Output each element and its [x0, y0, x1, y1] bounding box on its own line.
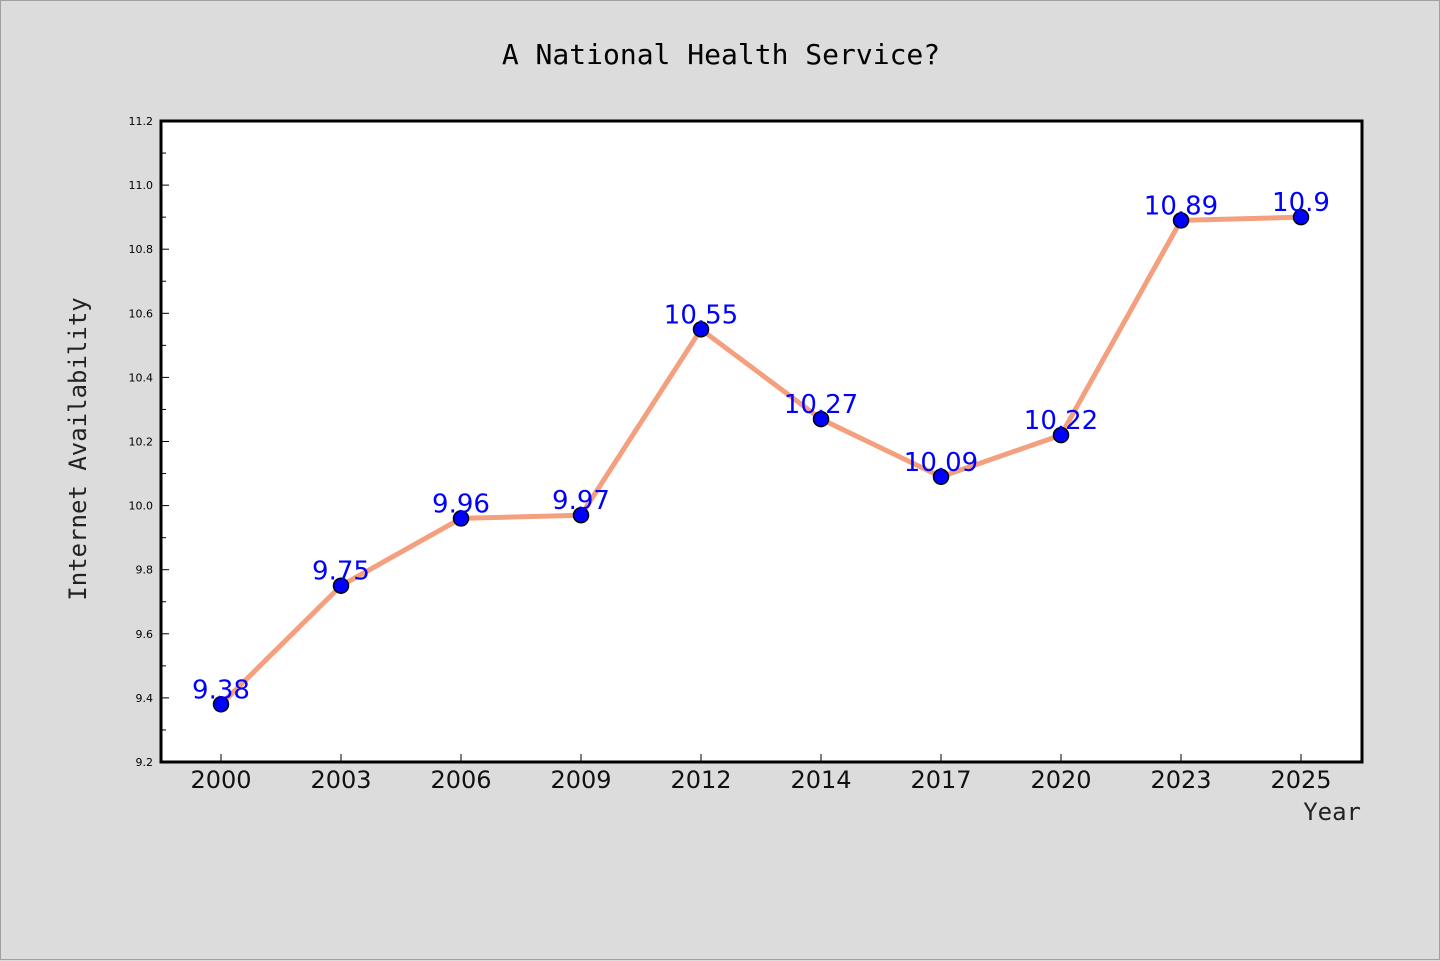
y-tick-label: 10.6 — [129, 307, 154, 320]
x-tick-label: 2020 — [1030, 766, 1091, 794]
x-tick-label: 2025 — [1270, 766, 1331, 794]
y-tick-label: 9.2 — [136, 756, 154, 769]
data-label: 9.38 — [192, 675, 250, 705]
x-tick-label: 2017 — [910, 766, 971, 794]
data-point — [932, 468, 950, 486]
x-tick-label: 2009 — [550, 766, 611, 794]
x-tick-label: 2000 — [190, 766, 251, 794]
data-label: 9.75 — [312, 557, 370, 587]
y-tick-label: 11.0 — [129, 179, 154, 192]
data-point — [1172, 212, 1190, 229]
data-point — [812, 410, 830, 428]
data-label: 10.22 — [1024, 406, 1098, 436]
x-tick-label: 2012 — [670, 766, 731, 794]
data-point — [692, 321, 710, 338]
data-label: 10.55 — [664, 300, 738, 330]
y-tick-label: 9.6 — [136, 628, 154, 641]
data-point — [1292, 208, 1310, 226]
x-axis-label: Year — [1303, 798, 1361, 826]
data-point — [572, 506, 590, 524]
series-layer: 9.38 9.75 9.96 9.97 10.55 10.27 10.09 10.22 10.8… — [192, 188, 1330, 713]
data-point — [212, 696, 230, 713]
data-label: 10.09 — [904, 448, 978, 478]
x-tick-label: 2014 — [790, 766, 851, 794]
y-axis: 9.2 9.4 9.6 9.8 10.0 10.2 10.4 10.6 10.8 11.0 11.2 — [129, 115, 169, 769]
y-tick-label: 10.0 — [129, 500, 154, 513]
data-label: 10.27 — [784, 390, 858, 420]
y-axis-label: Internet Availability — [64, 297, 92, 600]
x-tick-label: 2003 — [310, 766, 371, 794]
chart-title: A National Health Service? — [502, 38, 940, 71]
data-point — [332, 577, 350, 594]
x-axis: 2000 2003 2006 2009 2012 2014 2017 2020 2023 2025 — [190, 754, 1332, 794]
y-tick-label: 10.4 — [129, 371, 154, 384]
y-tick-label: 10.8 — [129, 243, 154, 256]
data-label: 10.9 — [1272, 188, 1330, 218]
data-point — [452, 510, 470, 527]
y-tick-label: 9.8 — [136, 564, 154, 577]
y-tick-label: 9.4 — [136, 692, 154, 705]
x-tick-label: 2023 — [1150, 766, 1211, 794]
data-label: 10.89 — [1144, 191, 1218, 221]
y-tick-label: 11.2 — [129, 115, 154, 128]
data-label: 9.97 — [552, 486, 610, 516]
data-point — [1052, 426, 1070, 444]
series-line — [219, 214, 1302, 707]
data-label: 9.96 — [432, 489, 490, 519]
x-tick-label: 2006 — [430, 766, 491, 794]
plot-area — [159, 119, 1364, 764]
y-tick-label: 10.2 — [129, 436, 154, 449]
